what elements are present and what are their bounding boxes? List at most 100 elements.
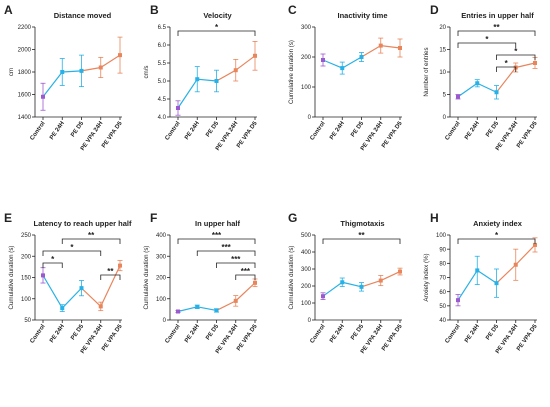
series-line	[380, 271, 401, 282]
series-line	[457, 270, 478, 301]
y-tick-label: 10	[439, 70, 446, 76]
y-tick-label: 400	[301, 250, 312, 256]
x-tick-label: PE 24H	[184, 324, 201, 344]
x-tick-label: PE 24H	[49, 324, 66, 344]
y-axis-label: Cumulative duration (s)	[288, 40, 295, 104]
panel-letter: C	[288, 3, 297, 17]
x-tick-label: Control	[309, 323, 326, 344]
data-point	[41, 273, 45, 278]
x-tick-label: PE D5	[205, 120, 220, 138]
data-point	[98, 304, 103, 309]
x-tick-label: Control	[444, 323, 461, 344]
data-point	[494, 90, 499, 95]
x-tick-label: PE D5	[485, 323, 500, 341]
y-tick-label: 6.0	[158, 43, 167, 49]
x-tick-label: PE VPA D5	[236, 120, 259, 149]
y-tick-label: 300	[301, 25, 312, 31]
data-point	[475, 81, 480, 86]
panel-d: D Entries in upper half 0 5 10 15 20 Number of …	[423, 3, 539, 152]
y-tick-label: 2000	[18, 48, 32, 54]
x-tick-label: PE D5	[205, 323, 220, 341]
data-point	[340, 280, 345, 285]
x-tick-label: PE 24H	[329, 121, 346, 141]
data-point	[233, 298, 238, 303]
y-tick-label: 4.0	[158, 115, 167, 121]
data-point	[253, 280, 257, 285]
significance-bracket	[42, 250, 102, 256]
series-line	[515, 244, 536, 266]
series-line	[216, 300, 237, 311]
y-tick-label: 1400	[18, 115, 32, 121]
x-tick-label: PE 24H	[184, 121, 201, 141]
panel-letter: B	[150, 3, 159, 17]
data-point	[456, 94, 460, 99]
significance-bracket	[216, 262, 256, 268]
y-tick-label: 250	[21, 233, 32, 239]
series-line	[100, 54, 121, 69]
y-tick-label: 200	[21, 254, 32, 260]
x-tick-label: PE VPA D5	[236, 323, 259, 352]
y-axis-label: Anxiety index (%)	[423, 253, 430, 301]
significance-bracket	[196, 250, 256, 256]
panel-letter: F	[150, 211, 157, 225]
y-tick-label: 150	[21, 276, 32, 282]
x-tick-label: PE VPA D5	[101, 323, 124, 352]
y-axis-label: cm/s	[143, 65, 150, 78]
x-tick-label: Control	[29, 323, 46, 344]
y-tick-label: 5	[443, 93, 447, 99]
panel-e: E Latency to reach upper half 50 100 150 200 2…	[4, 211, 132, 355]
x-tick-label: PE 24H	[464, 324, 481, 344]
series-line	[235, 282, 256, 302]
significance-label: ***	[231, 255, 241, 264]
data-point	[214, 308, 219, 313]
significance-label: **	[107, 267, 114, 276]
x-tick-label: PE VPA D5	[516, 120, 539, 149]
y-tick-label: 1800	[18, 70, 32, 76]
series-line	[515, 62, 536, 69]
y-tick-label: 5.0	[158, 79, 167, 85]
data-point	[513, 262, 518, 267]
series-line	[177, 306, 198, 313]
x-tick-label: PE 24H	[49, 121, 66, 141]
data-point	[533, 61, 537, 65]
series-line	[322, 59, 343, 69]
y-tick-label: 4.5	[158, 97, 167, 103]
y-tick-label: 1600	[18, 93, 32, 99]
significance-label: *	[485, 35, 489, 44]
series-line	[476, 269, 497, 284]
panel-a: A Distance moved 1400 1600 1800 2000 2200 cm Con…	[4, 3, 124, 152]
data-point	[98, 65, 103, 70]
significance-label: *	[51, 255, 55, 264]
chart-title: In upper half	[195, 219, 241, 228]
y-tick-label: 60	[439, 290, 446, 296]
y-tick-label: 70	[439, 276, 446, 282]
y-tick-label: 400	[156, 233, 167, 239]
significance-label: **	[493, 23, 500, 32]
x-tick-label: PE D5	[485, 120, 500, 138]
y-tick-label: 15	[439, 48, 446, 54]
significance-bracket	[457, 238, 536, 244]
significance-bracket	[61, 238, 121, 244]
x-tick-label: PE D5	[70, 323, 85, 341]
chart-title: Inactivity time	[337, 11, 387, 20]
chart-title: Distance moved	[54, 11, 112, 20]
data-point	[118, 263, 122, 268]
chart-title: Anxiety index	[473, 219, 523, 228]
significance-bracket	[322, 238, 401, 244]
y-axis-label: cm	[8, 68, 15, 76]
x-tick-label: Control	[164, 120, 181, 141]
significance-label: *	[70, 243, 74, 252]
series-line	[81, 66, 101, 72]
y-tick-label: 90	[439, 247, 446, 253]
series-line	[361, 279, 381, 288]
y-tick-label: 6.5	[158, 25, 167, 31]
y-tick-label: 200	[301, 284, 312, 290]
x-tick-label: Control	[444, 120, 461, 141]
series-line	[496, 264, 517, 284]
x-tick-label: Control	[309, 120, 326, 141]
series-line	[361, 45, 382, 58]
data-point	[378, 278, 383, 283]
significance-bracket	[235, 274, 256, 280]
data-point	[176, 106, 180, 110]
